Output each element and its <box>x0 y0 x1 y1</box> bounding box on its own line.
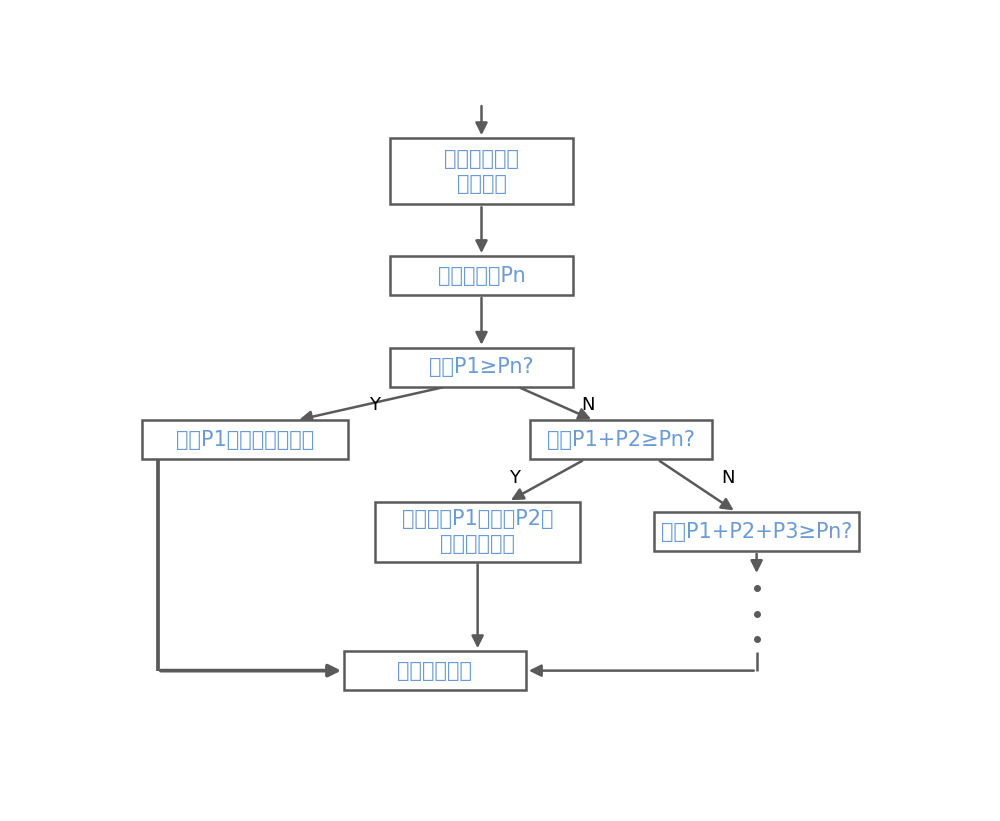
FancyBboxPatch shape <box>530 420 712 460</box>
FancyBboxPatch shape <box>142 420 348 460</box>
Text: Y: Y <box>509 469 520 487</box>
FancyBboxPatch shape <box>390 256 573 295</box>
Text: 选择全部P1负载和P2中
适当负载切除: 选择全部P1负载和P2中 适当负载切除 <box>402 509 553 554</box>
Text: 判断P1+P2+P3≥Pn?: 判断P1+P2+P3≥Pn? <box>661 521 852 542</box>
FancyBboxPatch shape <box>344 651 526 690</box>
Text: 低频低压减载
开始运作: 低频低压减载 开始运作 <box>444 149 519 194</box>
FancyBboxPatch shape <box>390 347 573 387</box>
Text: 选择P1中适当负载切除: 选择P1中适当负载切除 <box>176 430 314 450</box>
Text: Y: Y <box>369 397 380 415</box>
FancyBboxPatch shape <box>375 502 580 562</box>
Text: N: N <box>581 397 595 415</box>
Text: 需切除负载Pn: 需切除负载Pn <box>438 265 525 286</box>
FancyBboxPatch shape <box>390 138 573 204</box>
Text: 判断P1+P2≥Pn?: 判断P1+P2≥Pn? <box>547 430 695 450</box>
Text: 判断P1≥Pn?: 判断P1≥Pn? <box>429 357 534 377</box>
Text: N: N <box>721 469 734 487</box>
FancyBboxPatch shape <box>654 512 859 551</box>
Text: 切除选中负载: 切除选中负载 <box>398 661 473 681</box>
